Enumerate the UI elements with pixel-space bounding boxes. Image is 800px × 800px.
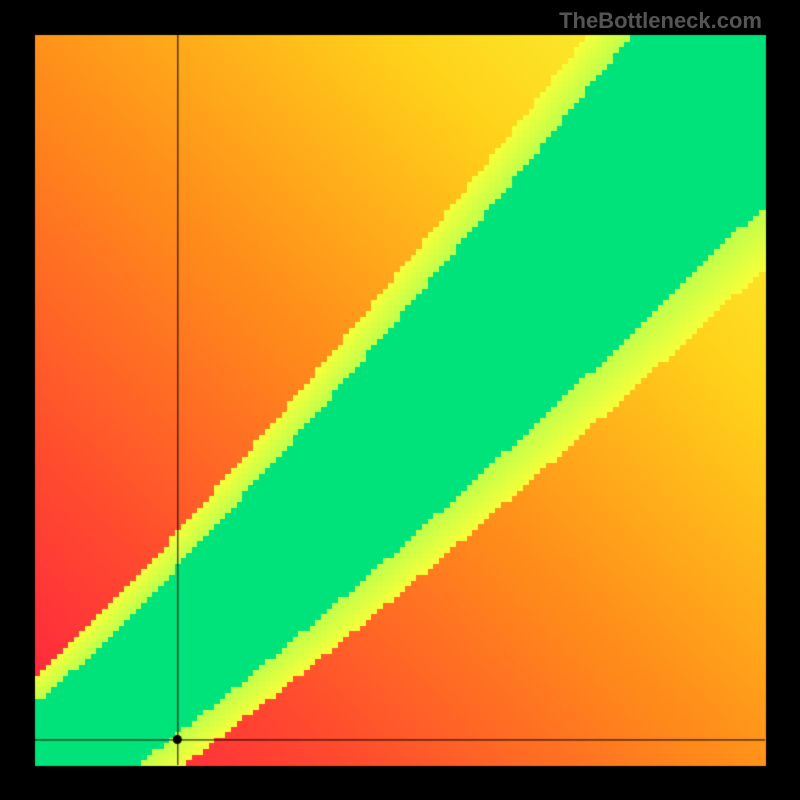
- chart-container: TheBottleneck.com: [0, 0, 800, 800]
- watermark-text: TheBottleneck.com: [559, 8, 762, 34]
- heatmap-canvas: [0, 0, 800, 800]
